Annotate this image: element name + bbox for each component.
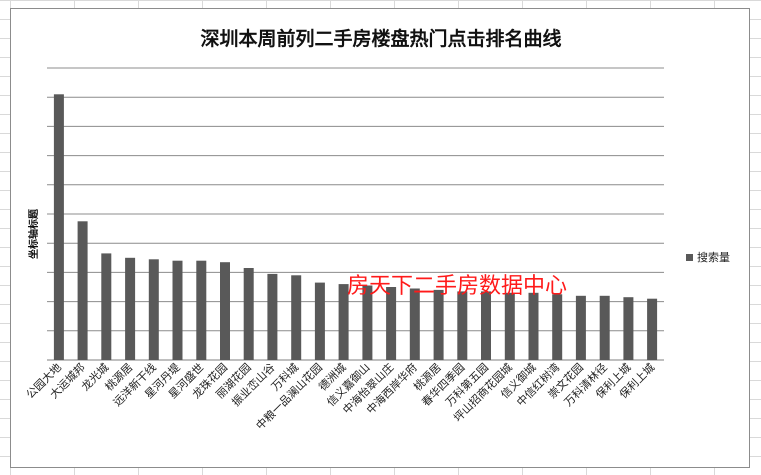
bar: [409, 288, 420, 360]
bar: [101, 253, 112, 360]
chart-area: 深圳本周前列二手房楼盘热门点击排名曲线 公园大地 大运城邦 龙光城 桃源居 远洋新干线星…: [10, 8, 750, 468]
bar: [148, 259, 159, 360]
bar: [291, 275, 302, 360]
bar: [243, 268, 254, 360]
y-axis-label: 坐标轴标题: [27, 208, 40, 259]
bar: [481, 291, 491, 360]
bar: [433, 289, 444, 360]
watermark-text: 房天下二手房数据中心: [347, 274, 567, 299]
bar: [125, 257, 136, 360]
bar: [552, 294, 563, 360]
bar: [267, 273, 278, 360]
bar-chart: 深圳本周前列二手房楼盘热门点击排名曲线 公园大地大运城邦龙光城桃源居远洋新干线星…: [23, 27, 730, 432]
bar: [220, 262, 230, 360]
bar: [504, 292, 515, 360]
bar: [575, 295, 586, 360]
chart-title: 深圳本周前列二手房楼盘热门点击排名曲线: [200, 27, 561, 50]
x-tick-labels: 公园大地大运城邦龙光城桃源居远洋新干线星河丹堤星河盛世龙珠花园丽湖花园振业峦山谷…: [23, 360, 657, 432]
bar: [314, 282, 325, 360]
gridlines: [47, 67, 664, 361]
legend-label: 搜索量: [697, 250, 730, 264]
bar: [528, 292, 539, 360]
bar: [362, 285, 373, 360]
bar: [386, 287, 397, 360]
bar: [77, 221, 88, 360]
bar: [647, 298, 658, 360]
bar: [172, 260, 183, 360]
bars: [53, 94, 658, 361]
legend: 搜索量: [686, 250, 730, 264]
bar: [53, 94, 64, 361]
bar: [338, 284, 349, 360]
bar: [623, 297, 634, 360]
legend-swatch: [686, 254, 693, 261]
bar: [196, 260, 207, 360]
bar: [457, 291, 468, 360]
bar: [599, 295, 610, 360]
